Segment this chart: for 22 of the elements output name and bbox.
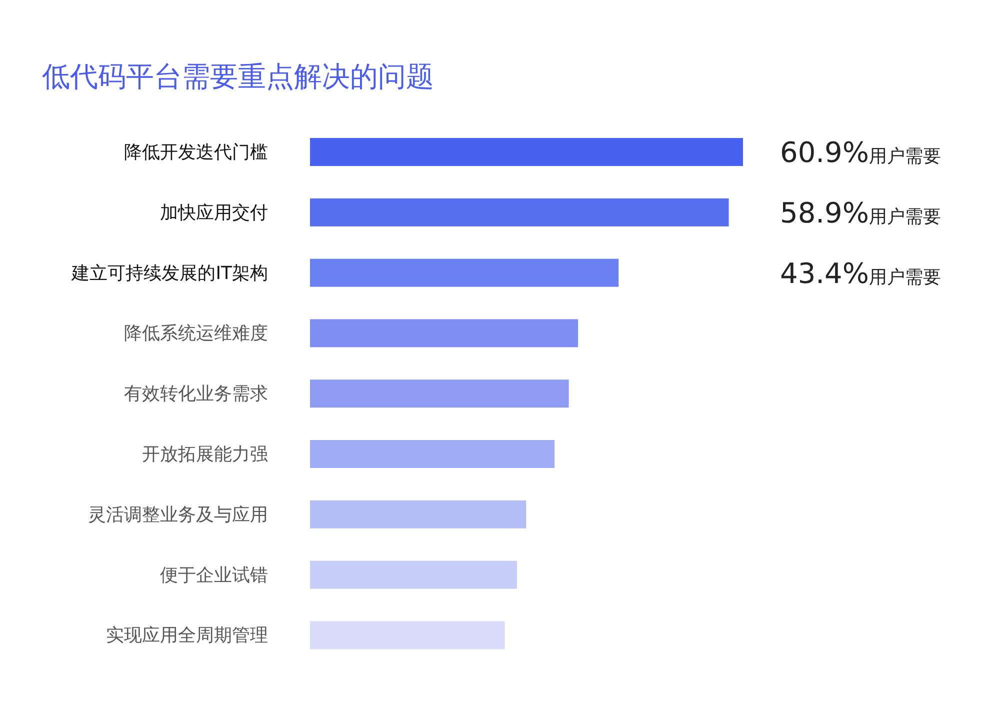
y-tick-label: 降低系统运维难度 — [124, 323, 268, 344]
bar — [310, 380, 569, 408]
y-tick-label: 有效转化业务需求 — [124, 384, 268, 405]
data-label: 43.4%用户需要 — [780, 256, 941, 290]
y-tick-label: 开放拓展能力强 — [142, 444, 268, 465]
bar — [310, 319, 578, 348]
title: 低代码平台需要重点解决的问题 — [42, 60, 434, 93]
bar — [310, 500, 526, 528]
bar — [310, 621, 505, 650]
bar — [310, 258, 619, 287]
y-tick-label: 降低开发迭代门槛 — [124, 142, 268, 163]
bar — [310, 440, 555, 468]
y-tick-label: 建立可持续发展的IT架构 — [70, 262, 268, 284]
data-label: 60.9%用户需要 — [780, 136, 941, 169]
y-tick-label: 加快应用交付 — [160, 202, 268, 224]
bar — [310, 138, 743, 166]
bar — [310, 560, 517, 589]
y-tick-label: 灵活调整业务及与应用 — [88, 504, 268, 526]
bar — [310, 198, 729, 226]
data-label: 58.9%用户需要 — [780, 196, 941, 230]
y-tick-label: 实现应用全周期管理 — [106, 625, 268, 646]
y-tick-label: 便于企业试错 — [160, 564, 268, 586]
